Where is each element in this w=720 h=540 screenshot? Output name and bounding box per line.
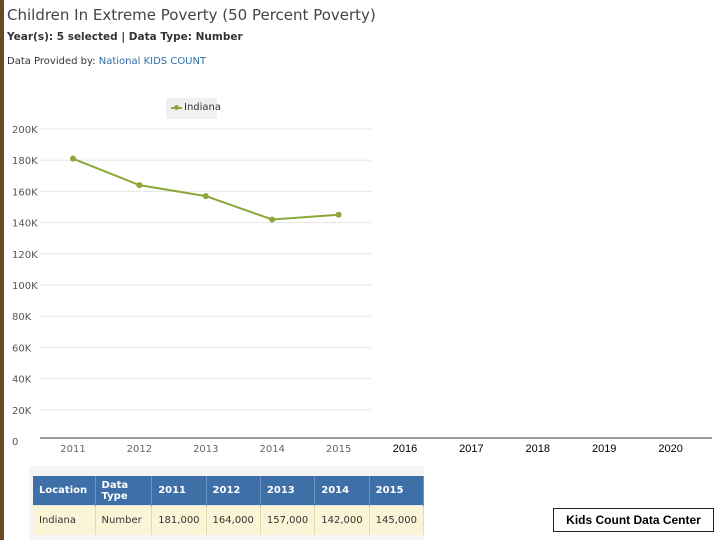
- legend-line-marker-icon: [171, 105, 182, 110]
- y-tick-label: 20K: [12, 406, 32, 417]
- x-axis-ticks: 2011 2012 2013 2014 2015 2016 2017 2018 2019 2020: [60, 443, 683, 455]
- provider-label: Data Provided by:: [7, 56, 96, 67]
- x-tick-label: 2017: [459, 443, 483, 455]
- data-point: [269, 216, 276, 223]
- source-caption: Kids Count Data Center: [553, 508, 714, 532]
- table-header-cell[interactable]: 2015: [369, 476, 425, 506]
- y-tick-label: 40K: [12, 375, 32, 386]
- y-tick-label: 60K: [12, 343, 32, 354]
- x-tick-label: 2012: [127, 444, 152, 455]
- y-tick-label: 200K: [12, 125, 38, 136]
- data-point: [70, 155, 76, 162]
- table-cell: 164,000: [206, 505, 261, 535]
- table-header-cell[interactable]: Location: [33, 476, 96, 506]
- y-tick-label: 100K: [12, 281, 38, 292]
- data-point: [202, 193, 209, 200]
- x-tick-label: 2014: [259, 444, 284, 455]
- line-chart: 0 20K 40K 60K 80K 100K 120K 140K 160K 180K 200K 20…: [12, 125, 712, 455]
- data-provider: Data Provided by: National KIDS COUNT: [7, 56, 206, 67]
- series-layer: [70, 155, 342, 223]
- provider-link[interactable]: National KIDS COUNT: [98, 56, 207, 67]
- table-header-cell[interactable]: 2014: [314, 476, 370, 506]
- y-tick-label: 0: [12, 437, 18, 448]
- data-table: Location Data Type 2011 2012 2013 2014 2015 In…: [33, 476, 425, 535]
- table-cell: 181,000: [151, 505, 207, 535]
- table-header-cell[interactable]: 2012: [206, 476, 261, 506]
- y-tick-label: 140K: [12, 219, 38, 230]
- table-cell: Number: [95, 505, 153, 535]
- table-row: Indiana Number 181,000 164,000 157,000 142,00…: [33, 505, 425, 535]
- data-point: [335, 211, 342, 218]
- x-tick-label: 2019: [592, 443, 616, 455]
- table-cell: Indiana: [33, 505, 96, 535]
- x-tick-label: 2013: [193, 444, 218, 455]
- table-header-row: Location Data Type 2011 2012 2013 2014 2015: [33, 476, 425, 506]
- y-tick-label: 180K: [12, 156, 38, 167]
- x-tick-label: 2016: [393, 443, 417, 455]
- grid-lines: [40, 128, 712, 439]
- x-tick-label: 2015: [326, 444, 351, 455]
- selection-summary: Year(s): 5 selected | Data Type: Number: [7, 31, 243, 43]
- x-tick-label: 2018: [526, 443, 550, 455]
- chart-legend[interactable]: Indiana: [166, 98, 221, 119]
- table-body: Indiana Number 181,000 164,000 157,000 142,00…: [33, 505, 425, 535]
- chart-title: Children In Extreme Poverty (50 Percent …: [7, 6, 376, 24]
- data-table-panel: Location Data Type 2011 2012 2013 2014 2015 In…: [29, 466, 425, 540]
- table-cell: 145,000: [369, 505, 425, 535]
- x-tick-label: 2011: [60, 444, 85, 455]
- left-border-strip: [0, 0, 4, 540]
- table-cell: 157,000: [260, 505, 316, 535]
- x-tick-label: 2020: [658, 443, 682, 455]
- table-cell: 142,000: [314, 505, 370, 535]
- table-header-cell[interactable]: Data Type: [95, 476, 153, 506]
- series-line: [72, 157, 339, 221]
- data-point: [136, 182, 143, 189]
- table-header-cell[interactable]: 2011: [151, 476, 207, 506]
- legend-series-label: Indiana: [184, 102, 222, 113]
- y-tick-label: 80K: [12, 312, 32, 323]
- y-tick-label: 120K: [12, 250, 38, 261]
- y-tick-label: 160K: [12, 187, 38, 198]
- table-header-cell[interactable]: 2013: [260, 476, 316, 506]
- y-axis-ticks: 0 20K 40K 60K 80K 100K 120K 140K 160K 180K 200K: [12, 125, 38, 448]
